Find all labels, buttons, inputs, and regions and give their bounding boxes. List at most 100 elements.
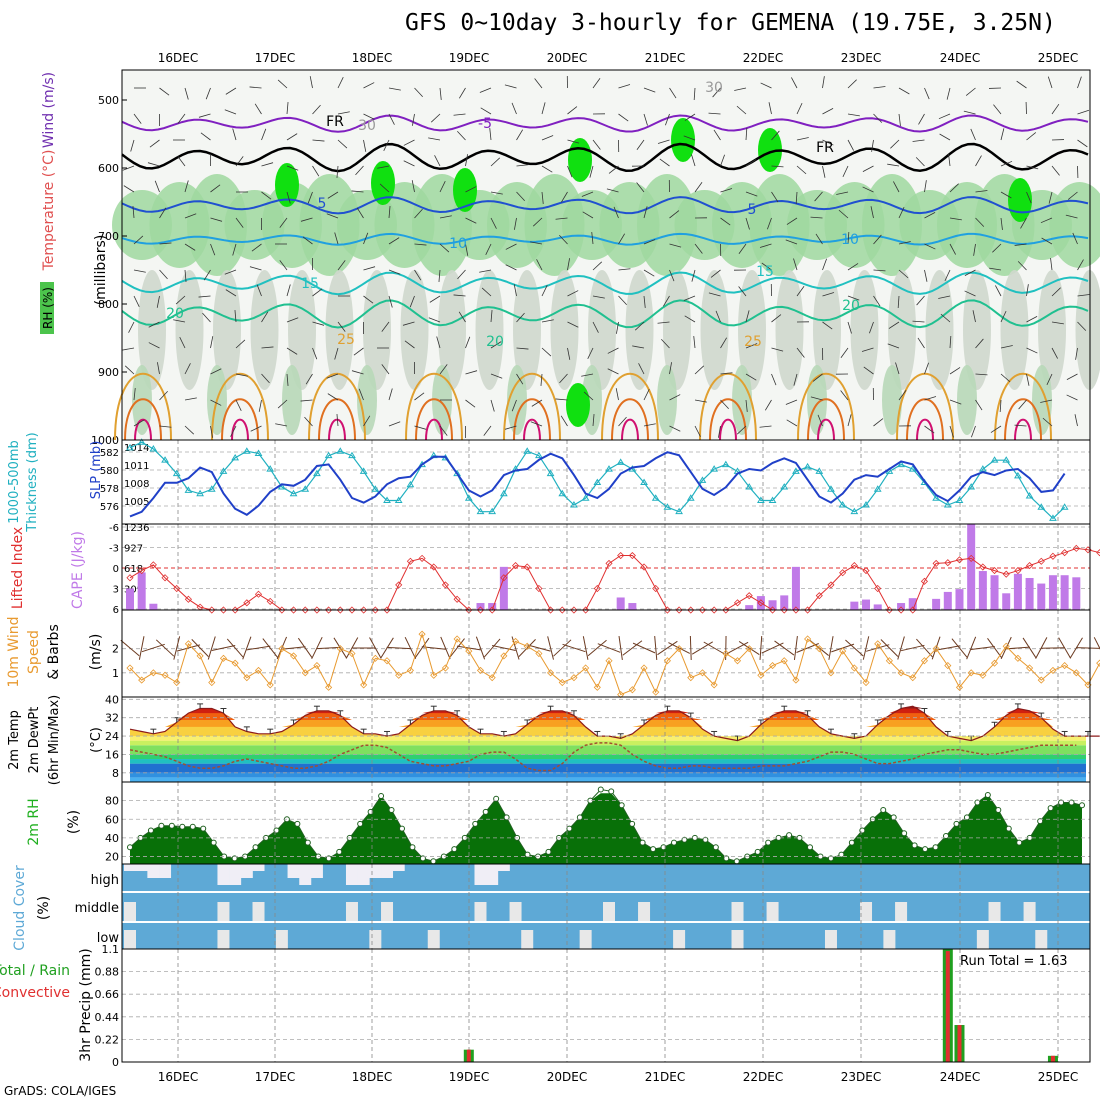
rh-shading	[925, 270, 954, 390]
rh-point	[827, 855, 834, 862]
contour-label: 25	[744, 334, 762, 350]
wind-barb	[887, 163, 900, 167]
wind-barb-10m	[333, 637, 348, 659]
wind-barb	[438, 269, 441, 282]
wind-barb	[173, 319, 186, 323]
wind-barb	[643, 269, 655, 277]
wind-speed-point	[149, 669, 157, 677]
rh-point	[974, 799, 981, 806]
day-label-top: 19DEC	[449, 51, 489, 65]
wind-barb	[888, 321, 900, 329]
wind-barb	[184, 213, 197, 219]
thickness-point	[488, 507, 497, 515]
wind-speed-point	[1061, 662, 1069, 670]
rh-shading	[775, 270, 804, 390]
minmax-label: (6hr Min/Max)	[47, 695, 62, 785]
wind-barb	[713, 129, 721, 141]
wind-barb	[133, 419, 145, 427]
wind-barb	[326, 213, 339, 219]
wind-barb	[618, 416, 627, 427]
wind-barb	[465, 370, 478, 375]
wind-barb	[592, 78, 601, 89]
rh-shading	[1038, 270, 1066, 390]
wind-barb	[177, 156, 186, 167]
rh-point	[984, 792, 991, 799]
wind-barb	[768, 102, 772, 115]
wind-barb	[130, 139, 135, 152]
rh-point	[639, 839, 646, 846]
wind-barb	[1077, 321, 1087, 331]
wind-barb	[871, 139, 874, 152]
wind-barb	[718, 425, 721, 438]
wind-barb	[128, 321, 135, 333]
wind-barb	[924, 87, 930, 100]
cloud-level-label: low	[97, 931, 120, 946]
rh-shading	[513, 270, 541, 390]
low-cloud-gap	[521, 930, 534, 949]
lifted-index-point	[488, 606, 496, 614]
wind-barb	[458, 311, 466, 323]
lifted-index-point	[874, 584, 882, 593]
day-label-top: 25DEC	[1038, 51, 1078, 65]
wind-barb	[887, 343, 900, 349]
wind-barb-10m	[900, 644, 925, 652]
lifted-index-point	[944, 559, 952, 567]
rh-point	[399, 825, 405, 832]
isotherm-25-lobe	[405, 372, 463, 441]
day-label-top: 20DEC	[547, 51, 587, 65]
wind-barb	[940, 313, 951, 323]
wind-barb	[786, 419, 798, 427]
wind-barb	[738, 243, 747, 254]
cape-bar	[1002, 593, 1011, 610]
rh-point	[179, 823, 186, 830]
value-gridlines	[122, 800, 1090, 857]
wind-barb	[898, 113, 901, 126]
lifted-index-point	[1002, 570, 1010, 578]
rh-point	[838, 851, 845, 858]
isotherm-35-lobe	[719, 418, 737, 441]
wind-speed-label: Speed	[26, 630, 42, 674]
wind-barb	[567, 258, 570, 271]
lifted-index-point	[500, 574, 508, 582]
slp-tick-label: 1005	[124, 497, 149, 508]
rh-point	[158, 822, 165, 829]
thickness-point	[231, 453, 240, 461]
wind-barb	[1047, 76, 1053, 89]
wind-barb	[608, 165, 619, 174]
wind-barb-10m	[916, 638, 933, 658]
wind-barb	[203, 269, 211, 281]
wind-barb-10m	[207, 636, 216, 660]
wind-barb	[336, 165, 339, 178]
low-cloud-gap	[824, 930, 837, 949]
rh-tick-label: 60	[105, 813, 119, 826]
thickness-point	[1049, 514, 1057, 521]
lifted-index-point	[383, 606, 391, 614]
wind-barb	[123, 185, 135, 193]
isotherm-25-lobe	[994, 372, 1052, 441]
lifted-index-point	[768, 606, 777, 614]
wind-barb	[490, 373, 503, 379]
rh-point	[681, 836, 688, 843]
thickness-point	[803, 462, 812, 470]
wind-barb	[618, 84, 631, 89]
lifted-index-point	[360, 606, 368, 614]
lifted-index-point	[523, 563, 531, 571]
wind-barbs-10m	[120, 635, 1100, 661]
wind-barb-10m	[475, 636, 486, 660]
wind-barb	[516, 129, 524, 141]
wind-speed-point	[488, 674, 496, 682]
wind-barb	[1077, 109, 1090, 115]
wind-barb	[327, 191, 339, 199]
rh-point	[848, 839, 855, 846]
wind-barb	[355, 165, 364, 176]
isotherm-25-lobe	[211, 372, 269, 441]
wind-barb	[1051, 287, 1061, 297]
wind-barb-10m	[449, 638, 465, 658]
wind-speed-point	[523, 642, 531, 650]
thickness-point	[710, 465, 719, 472]
wind-barb	[847, 113, 860, 117]
high-cloud-gap	[147, 864, 160, 878]
thickness-point	[792, 467, 800, 474]
wind-barb	[200, 132, 211, 141]
rh-shading	[357, 365, 377, 435]
